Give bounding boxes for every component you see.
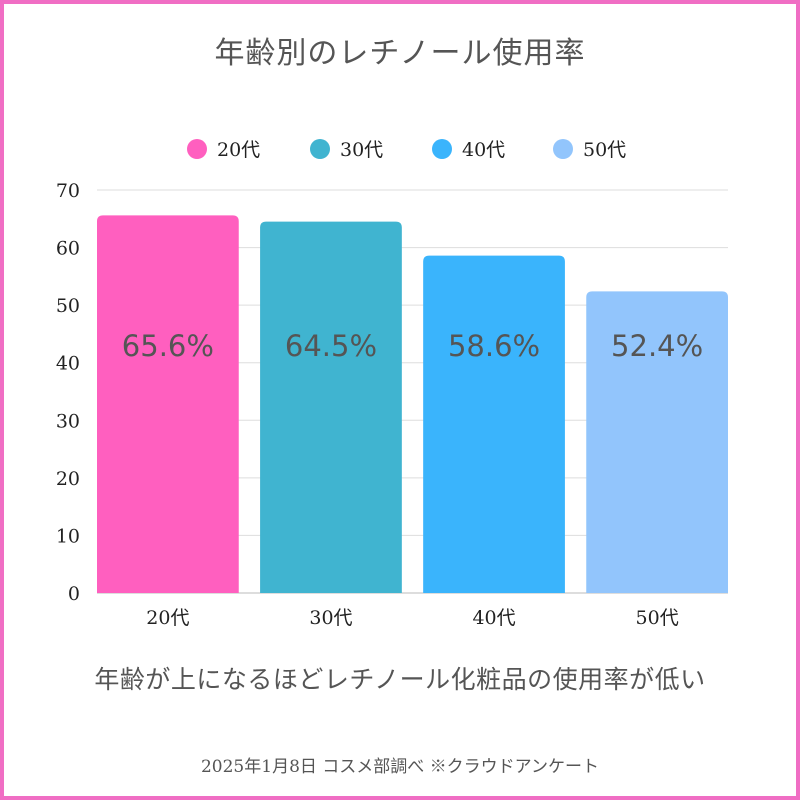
y-tick-label: 70 <box>56 180 80 202</box>
y-tick-label: 60 <box>56 238 80 260</box>
legend: 20代 30代 40代 50代 <box>187 139 626 161</box>
bar-value-label: 52.4% <box>611 329 703 363</box>
chart-title: 年齢別のレチノール使用率 <box>214 36 586 71</box>
legend-swatch <box>310 139 330 159</box>
bar-1 <box>97 215 239 594</box>
x-tick-label: 20代 <box>146 607 189 629</box>
legend-swatch <box>553 139 573 159</box>
x-tick-label: 50代 <box>636 607 679 629</box>
y-tick-label: 0 <box>68 583 80 605</box>
y-tick-label: 30 <box>56 410 80 432</box>
bar-3 <box>423 255 565 594</box>
x-axis-ticks: 20代 30代 40代 50代 <box>146 607 678 629</box>
bars: 65.6% 64.5% 58.6% 52.4% <box>97 215 728 594</box>
chart-caption: 年齢が上になるほどレチノール化粧品の使用率が低い <box>94 665 706 694</box>
y-tick-label: 10 <box>56 525 80 547</box>
legend-swatch <box>187 139 207 159</box>
bar-4 <box>586 291 728 593</box>
bar-value-label: 58.6% <box>448 329 540 363</box>
y-axis-ticks: 0 10 20 30 40 50 60 70 <box>56 180 80 605</box>
source-note: 2025年1月8日 コスメ部調べ ※クラウドアンケート <box>200 757 600 777</box>
bar-value-label: 65.6% <box>122 329 214 363</box>
legend-swatch <box>432 139 452 159</box>
legend-label: 20代 <box>217 139 260 161</box>
legend-label: 40代 <box>462 139 505 161</box>
x-tick-label: 30代 <box>309 607 352 629</box>
bar-2 <box>260 221 402 593</box>
y-tick-label: 20 <box>56 468 80 490</box>
legend-label: 30代 <box>340 139 383 161</box>
x-tick-label: 40代 <box>472 607 515 629</box>
legend-label: 50代 <box>583 139 626 161</box>
y-tick-label: 50 <box>56 295 80 317</box>
y-tick-label: 40 <box>56 353 80 375</box>
bar-value-label: 64.5% <box>285 329 377 363</box>
